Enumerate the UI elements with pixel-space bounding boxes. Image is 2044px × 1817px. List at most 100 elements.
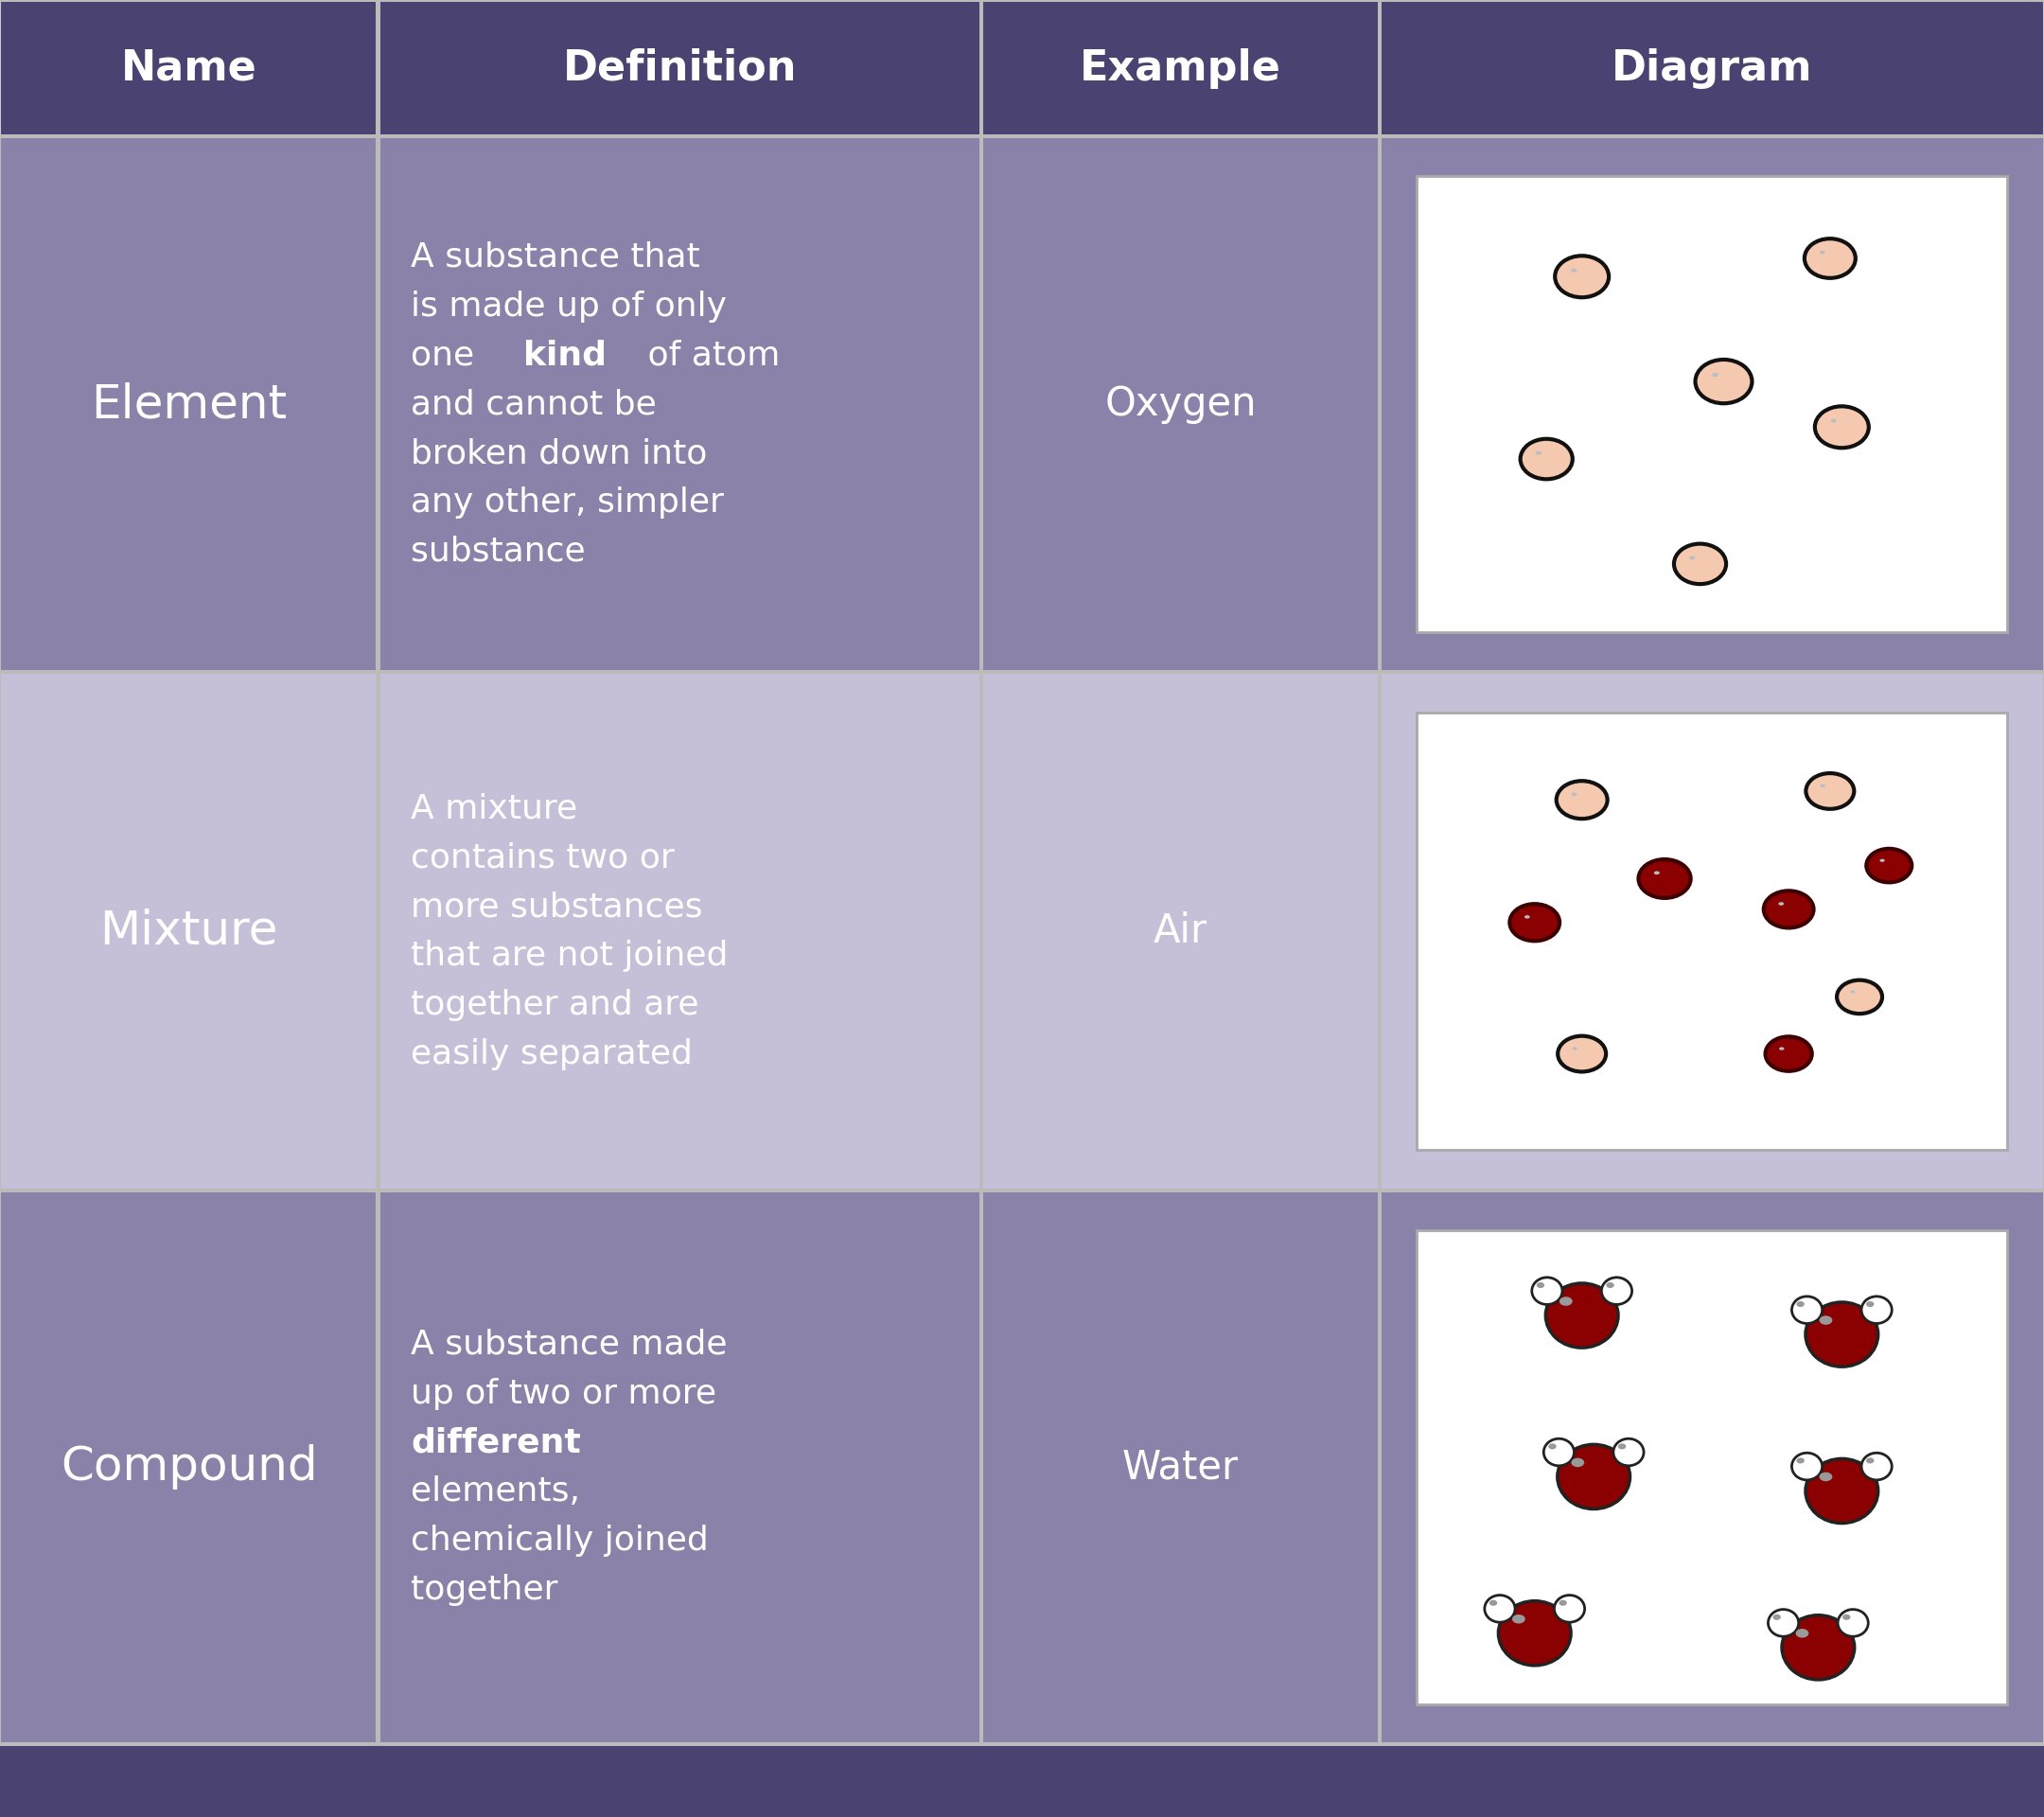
Bar	[1416, 1230, 2007, 1704]
Text: Definition: Definition	[562, 47, 797, 89]
Text: any other, simpler: any other, simpler	[411, 487, 724, 518]
Bar	[1380, 1190, 2044, 1744]
Bar	[0, 1743, 2044, 1746]
Ellipse shape	[1805, 1303, 1878, 1366]
Text: different: different	[411, 1426, 580, 1459]
Text: together and are: together and are	[411, 988, 699, 1021]
Text: Compound: Compound	[61, 1445, 317, 1490]
Ellipse shape	[1713, 372, 1719, 376]
Ellipse shape	[1764, 890, 1813, 928]
Ellipse shape	[1768, 1610, 1799, 1637]
Ellipse shape	[1819, 251, 1825, 254]
Ellipse shape	[1545, 1283, 1619, 1348]
Text: together: together	[411, 1574, 558, 1606]
Ellipse shape	[1560, 1297, 1572, 1306]
Ellipse shape	[1602, 1277, 1631, 1305]
Bar	[0, 136, 378, 672]
Ellipse shape	[1880, 859, 1885, 861]
Bar	[378, 672, 981, 1190]
Ellipse shape	[1819, 785, 1825, 787]
Ellipse shape	[1674, 543, 1725, 583]
Ellipse shape	[1572, 1047, 1578, 1050]
Ellipse shape	[1511, 905, 1560, 941]
Ellipse shape	[1862, 1454, 1893, 1481]
Ellipse shape	[1688, 556, 1694, 560]
Ellipse shape	[1778, 1047, 1784, 1050]
Bar	[1380, 0, 2044, 136]
Ellipse shape	[1850, 990, 1856, 994]
Ellipse shape	[1782, 1615, 1854, 1679]
Text: and cannot be: and cannot be	[411, 389, 656, 420]
Bar	[0, 672, 378, 1190]
Ellipse shape	[1866, 1457, 1874, 1463]
Text: more substances: more substances	[411, 890, 703, 923]
Ellipse shape	[1654, 870, 1660, 874]
Bar	[0, 134, 2044, 138]
Ellipse shape	[1531, 1277, 1562, 1305]
Ellipse shape	[1838, 979, 1883, 1014]
Ellipse shape	[1560, 1601, 1568, 1606]
Ellipse shape	[1558, 1445, 1629, 1508]
Ellipse shape	[1490, 1601, 1498, 1606]
Text: Element: Element	[92, 382, 286, 427]
Ellipse shape	[1778, 901, 1784, 905]
Ellipse shape	[1558, 1036, 1607, 1072]
Ellipse shape	[1797, 1457, 1805, 1463]
Bar	[0, 1190, 378, 1744]
Ellipse shape	[1572, 792, 1578, 796]
Ellipse shape	[1805, 1459, 1878, 1523]
Ellipse shape	[1484, 1595, 1515, 1623]
Bar	[981, 0, 1380, 136]
Ellipse shape	[1549, 1443, 1555, 1450]
Bar	[1380, 672, 2044, 1190]
Bar	[378, 0, 981, 136]
Ellipse shape	[1498, 1601, 1572, 1666]
Bar	[0, 670, 2044, 674]
Ellipse shape	[1862, 1296, 1893, 1323]
Bar	[981, 1190, 1380, 1744]
Ellipse shape	[1553, 1595, 1584, 1623]
Ellipse shape	[1607, 1283, 1615, 1288]
Bar	[1380, 136, 2044, 672]
Text: substance: substance	[411, 536, 585, 567]
Text: of atom: of atom	[636, 340, 779, 371]
Bar	[0, 0, 378, 136]
Text: elements,: elements,	[411, 1475, 580, 1508]
Ellipse shape	[1831, 420, 1838, 423]
Ellipse shape	[1807, 774, 1854, 809]
Text: kind: kind	[523, 340, 607, 371]
Ellipse shape	[1694, 360, 1752, 403]
Text: Oxygen: Oxygen	[1104, 385, 1257, 423]
Ellipse shape	[1805, 238, 1856, 278]
Text: A mixture: A mixture	[411, 792, 578, 825]
Text: easily separated: easily separated	[411, 1038, 693, 1070]
Text: Name: Name	[121, 47, 258, 89]
Ellipse shape	[1525, 916, 1529, 919]
Ellipse shape	[1793, 1296, 1821, 1323]
Ellipse shape	[1572, 269, 1576, 273]
Text: that are not joined: that are not joined	[411, 939, 728, 972]
Ellipse shape	[1793, 1454, 1821, 1481]
Ellipse shape	[1866, 849, 1911, 883]
Ellipse shape	[1639, 859, 1690, 898]
Ellipse shape	[1613, 1439, 1643, 1466]
Ellipse shape	[1543, 1439, 1574, 1466]
Ellipse shape	[1866, 1301, 1874, 1306]
Ellipse shape	[1838, 1610, 1868, 1637]
Bar	[979, 0, 983, 1744]
Bar	[0, 0, 2044, 2]
Bar	[981, 136, 1380, 672]
Ellipse shape	[1513, 1615, 1525, 1624]
Bar	[378, 136, 981, 672]
Text: Diagram: Diagram	[1611, 47, 1813, 89]
Ellipse shape	[1555, 256, 1609, 298]
Text: Example: Example	[1079, 47, 1282, 89]
Ellipse shape	[1819, 1316, 1831, 1325]
Ellipse shape	[1797, 1301, 1805, 1306]
Text: up of two or more: up of two or more	[411, 1377, 717, 1410]
Text: one: one	[411, 340, 484, 371]
Text: Air: Air	[1153, 912, 1208, 950]
Ellipse shape	[1535, 451, 1541, 454]
Ellipse shape	[1521, 440, 1572, 480]
Bar	[1378, 0, 1382, 1744]
